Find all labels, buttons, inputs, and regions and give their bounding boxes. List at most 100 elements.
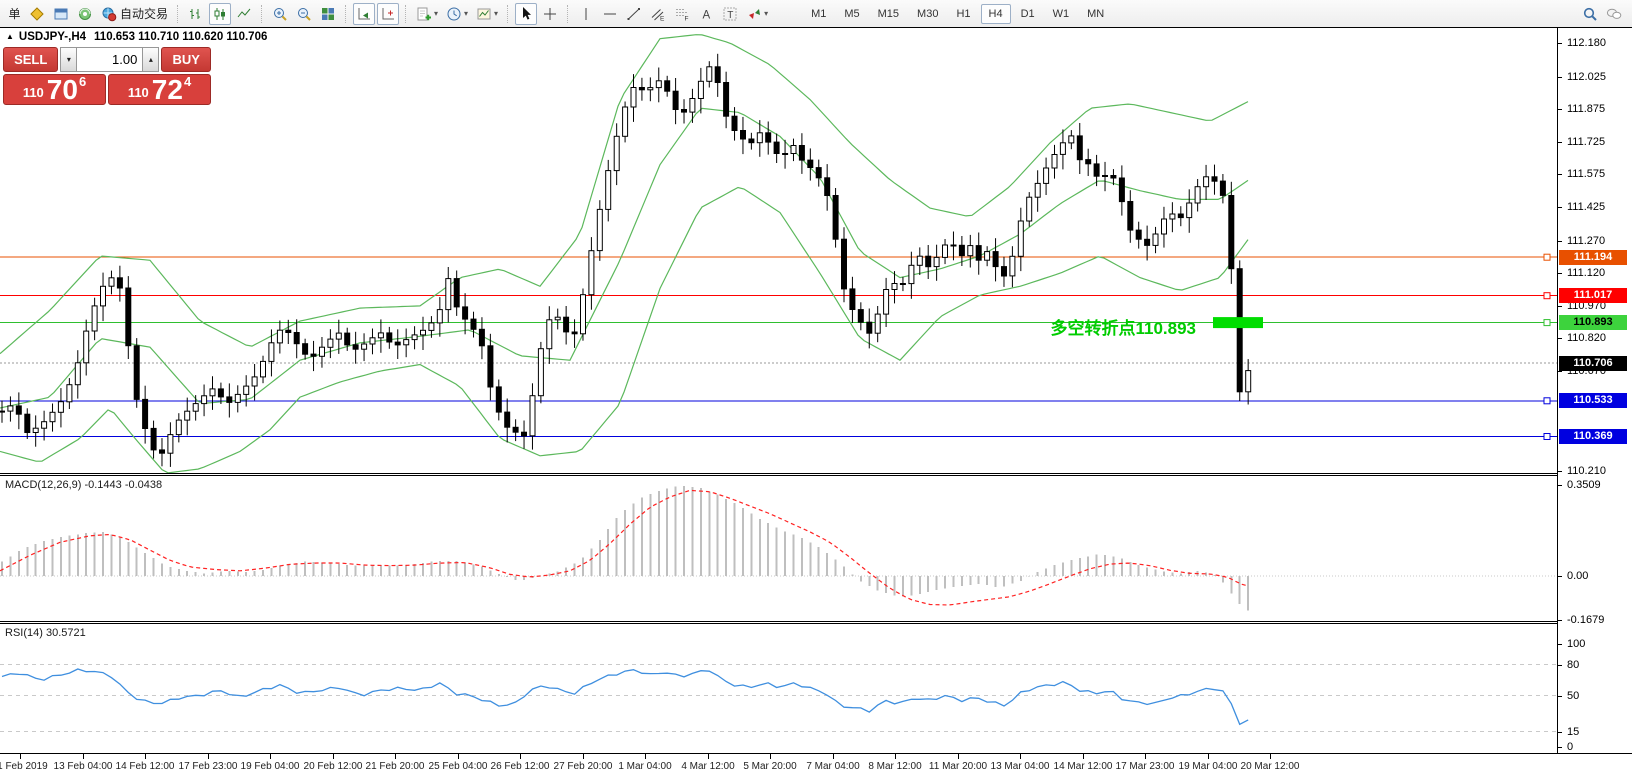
toolbar-separator — [261, 4, 263, 23]
chat-button[interactable] — [1603, 3, 1625, 25]
equidistant-channel-button[interactable]: E — [647, 3, 669, 25]
timeframe-m30-button[interactable]: M30 — [917, 7, 939, 20]
bollinger-upper — [0, 34, 1249, 355]
price-axis[interactable]: 112.180 112.025 111.875 111.725 111.575 111.4… — [1557, 28, 1632, 753]
volume-input[interactable] — [77, 47, 143, 72]
crosshair-button[interactable] — [539, 3, 561, 25]
svg-text:F: F — [685, 15, 689, 22]
zoom-out-button[interactable] — [293, 3, 315, 25]
timeframe-mn-button[interactable]: MN — [1087, 7, 1105, 20]
rsi-scale: 80 — [1567, 659, 1580, 671]
timeframe-w1-button[interactable]: W1 — [1052, 7, 1070, 20]
buy-price-pip: 4 — [183, 74, 192, 89]
zoom-out-icon — [298, 7, 311, 21]
indicators-icon — [417, 7, 432, 20]
price-tick-tick — [1558, 207, 1562, 208]
bar-chart-button[interactable] — [185, 3, 207, 25]
volume-decrease-button[interactable]: ▾ — [60, 47, 78, 72]
buy-price-big: 72 — [151, 74, 183, 106]
arrows-button[interactable]: ▾ — [743, 3, 771, 25]
price-tick-tick — [1558, 142, 1562, 143]
data-window-button[interactable] — [50, 3, 72, 25]
templates-button[interactable]: ▾ — [473, 3, 501, 25]
price-tick: 111.120 — [1567, 267, 1606, 279]
macd-scale-tick — [1558, 576, 1562, 577]
arrows-dropdown-arrow[interactable]: ▾ — [764, 9, 769, 18]
time-label: 5 Mar 20:00 — [743, 761, 797, 772]
arrows-icon — [749, 8, 761, 19]
macd-scale: 0.00 — [1567, 570, 1589, 582]
time-tick — [708, 754, 709, 759]
search-button[interactable] — [1579, 3, 1601, 25]
panel-collapse-icon[interactable]: ▲ — [6, 32, 14, 41]
auto-scroll-button[interactable] — [353, 2, 376, 25]
timeframe-h4-button[interactable]: H4 — [980, 3, 1011, 24]
timeframe-m1-button[interactable]: M1 — [811, 7, 827, 20]
timeframe-h1-button[interactable]: H1 — [956, 7, 971, 20]
buy-button[interactable]: BUY — [161, 47, 211, 72]
bar-chart-icon — [190, 8, 201, 19]
rsi-chart[interactable] — [0, 624, 1557, 753]
volume-increase-button[interactable]: ▴ — [142, 47, 160, 72]
pivot-annotation[interactable]: 多空转折点110.893 — [1050, 319, 1196, 338]
timeframe-d1-button[interactable]: D1 — [1020, 7, 1035, 20]
hline-handle[interactable] — [1543, 433, 1551, 440]
hline-handle[interactable] — [1543, 292, 1551, 300]
vertical-line-button[interactable] — [575, 3, 597, 25]
autotrading-button[interactable]: 自动交易 — [98, 3, 171, 25]
hline-handle[interactable] — [1543, 397, 1551, 405]
buy-price-prefix: 110 — [127, 85, 149, 100]
fibonacci-icon: F — [676, 8, 689, 22]
price-tick-tick — [1558, 371, 1562, 372]
candle-chart-button[interactable] — [209, 2, 232, 25]
tile-windows-icon — [322, 7, 335, 20]
sell-button[interactable]: SELL — [3, 47, 59, 72]
trendline-button[interactable] — [623, 3, 645, 25]
macd-scale-tick — [1558, 620, 1562, 621]
sell-price-display[interactable]: 110 70 6 — [3, 74, 106, 105]
hline-handle[interactable] — [1543, 319, 1551, 327]
rsi-splitter[interactable] — [0, 621, 1632, 624]
cursor-button[interactable] — [515, 2, 538, 25]
time-tick — [645, 754, 646, 759]
price-chart[interactable] — [0, 28, 1557, 473]
macd-chart[interactable] — [0, 476, 1557, 621]
text-label-button[interactable]: T — [719, 3, 741, 25]
pivot-highlight-bar[interactable] — [1213, 317, 1263, 329]
chart-shift-button[interactable] — [377, 2, 400, 25]
periods-dropdown-arrow[interactable]: ▾ — [464, 9, 469, 18]
price-tick-tick — [1558, 306, 1562, 307]
timeframe-m15-button[interactable]: M15 — [877, 7, 900, 20]
hline-handle[interactable] — [1543, 253, 1551, 261]
macd-splitter[interactable] — [0, 473, 1632, 476]
fibonacci-button[interactable]: F — [671, 3, 693, 25]
signals-button[interactable] — [74, 3, 96, 25]
new-order-button[interactable]: 单 — [2, 3, 24, 25]
price-tick-tick — [1558, 43, 1562, 44]
price-tick: 110.970 — [1567, 300, 1606, 312]
indicators-button[interactable]: ▾ — [413, 3, 441, 25]
price-line-label: 110.706 — [1559, 356, 1627, 371]
market-watch-icon — [30, 6, 44, 21]
text-button[interactable]: A — [695, 3, 717, 25]
market-watch-button[interactable] — [26, 3, 48, 25]
timeframe-m5-button[interactable]: M5 — [844, 7, 860, 20]
time-tick — [20, 754, 21, 759]
line-chart-button[interactable] — [233, 3, 255, 25]
periods-button[interactable]: ▾ — [443, 3, 471, 25]
buy-price-display[interactable]: 110 72 4 — [108, 74, 211, 105]
tile-windows-button[interactable] — [317, 3, 339, 25]
horizontal-line-button[interactable] — [599, 3, 621, 25]
price-tick: 112.025 — [1567, 71, 1606, 83]
price-tick: 111.270 — [1567, 235, 1606, 247]
time-label: 11 Mar 20:00 — [928, 761, 988, 772]
indicators-dropdown-arrow[interactable]: ▾ — [434, 9, 439, 18]
templates-dropdown-arrow[interactable]: ▾ — [494, 9, 499, 18]
time-label: 7 Mar 04:00 — [806, 761, 860, 772]
horizontal-lines-layer[interactable] — [0, 256, 1557, 437]
zoom-in-button[interactable] — [269, 3, 291, 25]
price-line-label: 111.017 — [1559, 288, 1627, 303]
sell-price-big: 70 — [46, 74, 78, 106]
candle-chart-icon — [214, 7, 226, 20]
